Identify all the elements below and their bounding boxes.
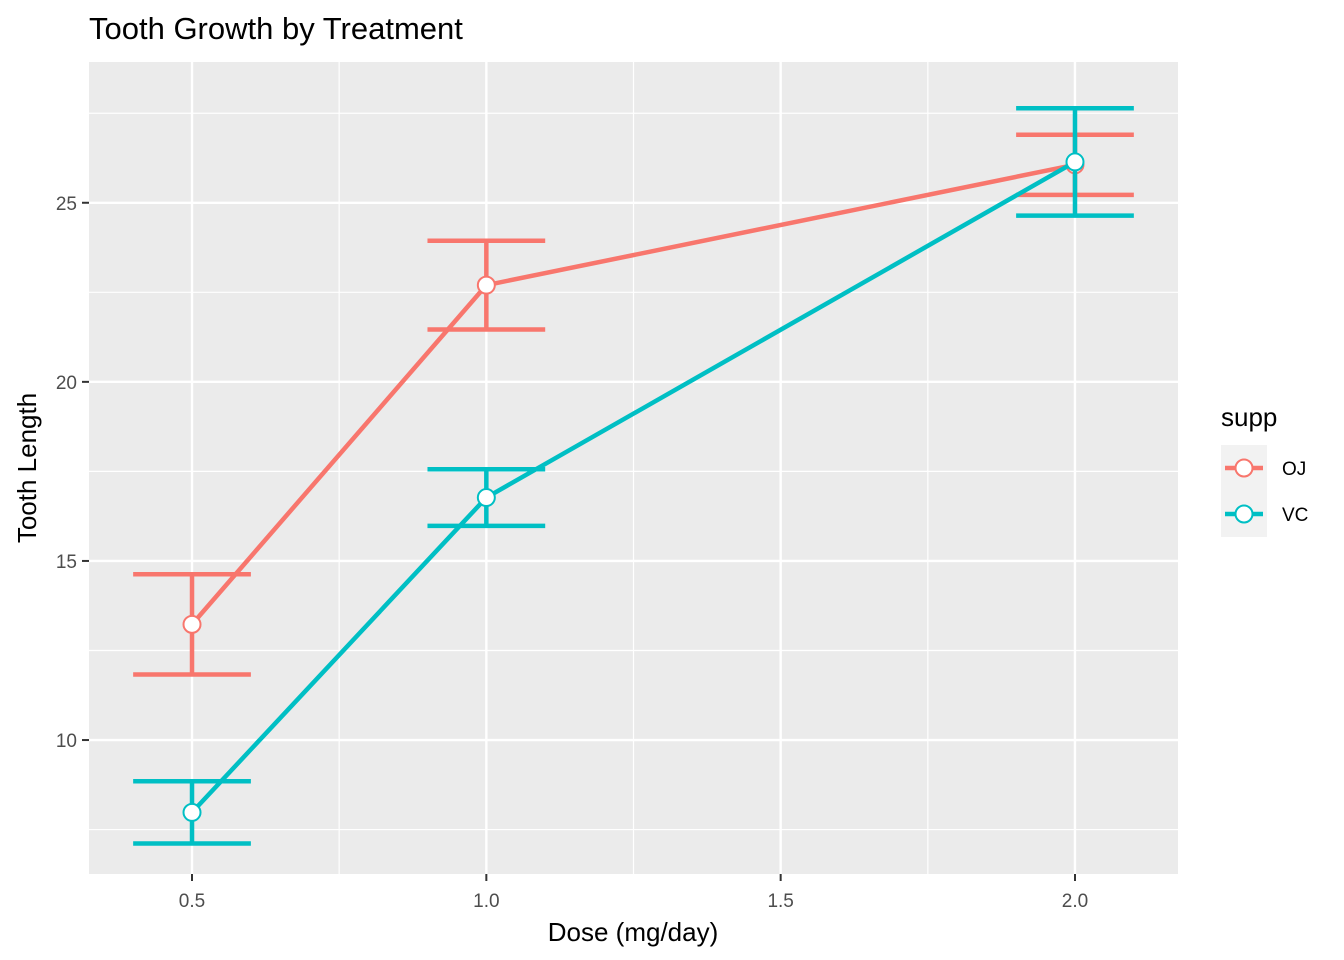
- x-tick-label: 2.0: [1062, 891, 1088, 912]
- series-vc: [133, 105, 1134, 846]
- y-tick-label: 10: [56, 731, 77, 752]
- x-tick-label: 1.0: [473, 891, 499, 912]
- legend-entry-vc: VC: [1221, 491, 1308, 537]
- legend-label: OJ: [1282, 459, 1306, 480]
- legend-entry-oj: OJ: [1221, 445, 1306, 491]
- data-point: [476, 488, 496, 508]
- chart-title: Tooth Growth by Treatment: [89, 11, 463, 46]
- data-point: [1065, 152, 1085, 172]
- legend-title: supp: [1221, 402, 1277, 432]
- x-tick-label: 0.5: [179, 891, 205, 912]
- legend: supp OJ VC: [1221, 402, 1308, 537]
- legend-label: VC: [1282, 505, 1308, 526]
- x-axis: 0.5 1.0 1.5 2.0: [179, 874, 1088, 912]
- y-axis: 10 15 20 25: [56, 194, 89, 752]
- data-point: [476, 275, 496, 295]
- y-tick-label: 20: [56, 373, 77, 394]
- x-tick-label: 1.5: [767, 891, 793, 912]
- y-tick-label: 25: [56, 194, 77, 215]
- legend-key-point: [1234, 504, 1254, 524]
- series-layer: [133, 105, 1134, 846]
- x-axis-title: Dose (mg/day): [548, 917, 719, 947]
- data-point: [182, 802, 202, 822]
- minor-gridlines: [89, 62, 1178, 874]
- y-axis-title: Tooth Length: [12, 393, 42, 543]
- y-tick-label: 15: [56, 552, 77, 573]
- legend-key-point: [1234, 458, 1254, 478]
- data-point: [182, 614, 202, 634]
